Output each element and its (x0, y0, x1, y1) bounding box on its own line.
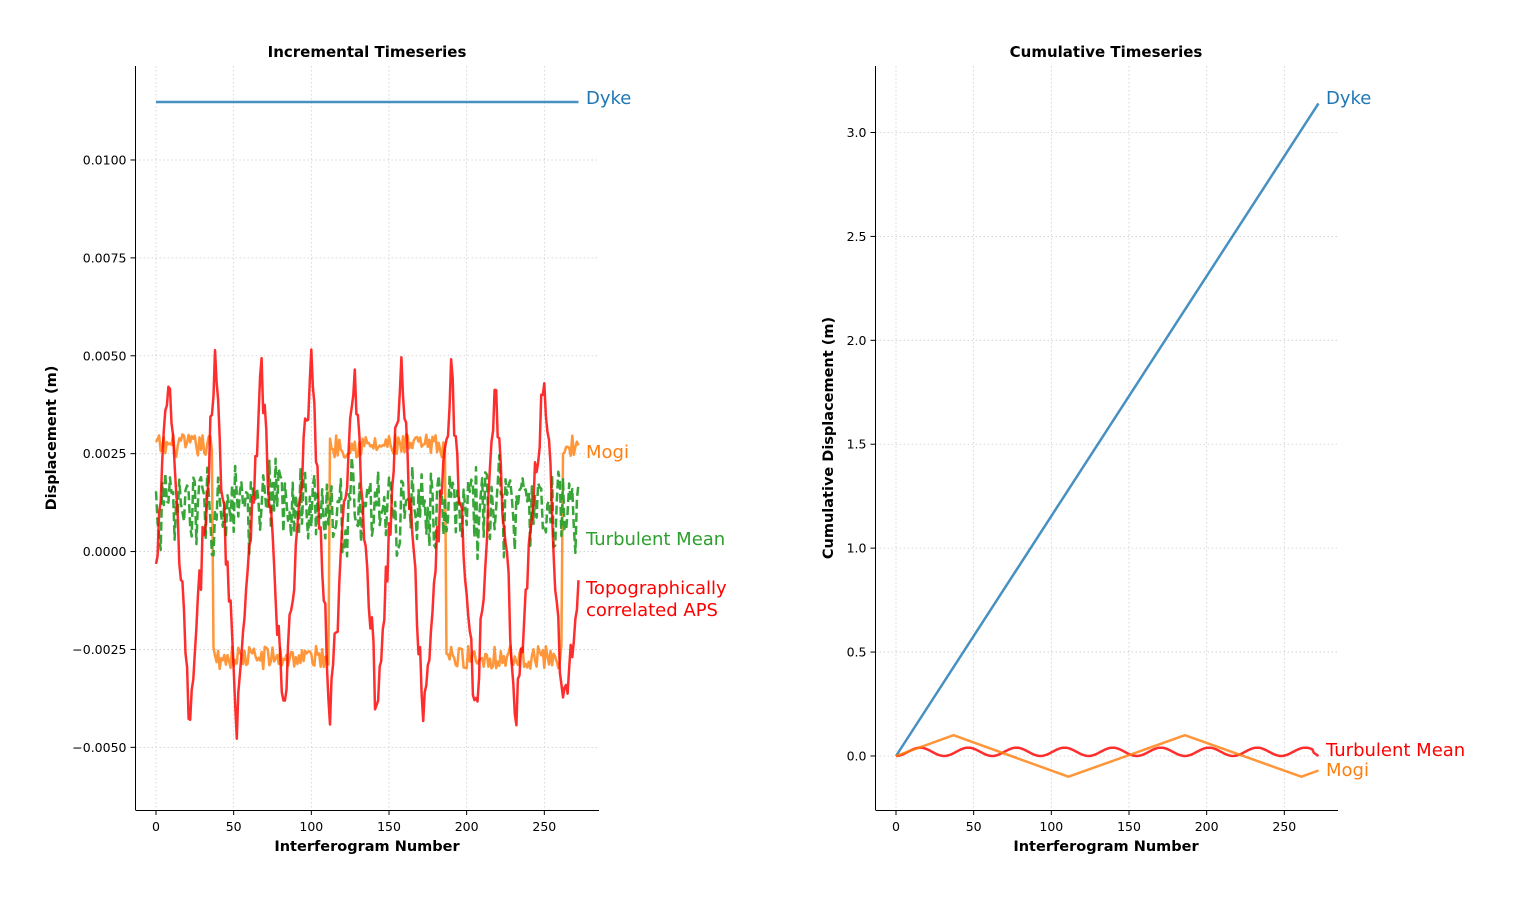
series-label-dyke: Dyke (586, 88, 631, 109)
y-tick-label: −0.0050 (72, 740, 126, 755)
x-tick-label: 100 (1039, 819, 1063, 834)
y-tick-label: 2.5 (847, 229, 867, 244)
incremental-series-labels: Dyke Mogi Turbulent Mean Topographically cor… (585, 88, 727, 621)
y-tick-label: 0.0050 (83, 348, 127, 363)
incremental-timeseries-panel: Incremental Timeseries 0 50 100 150 200 250 −… (44, 43, 727, 855)
y-tick-label: 1.0 (847, 541, 867, 556)
y-tick-label: 0.0 (847, 748, 867, 763)
y-tick-label: −0.0025 (72, 642, 126, 657)
series-label-mogi: Mogi (1326, 760, 1369, 781)
incremental-x-ticks: 0 50 100 150 200 250 (152, 810, 556, 834)
x-tick-label: 0 (152, 819, 160, 834)
x-tick-label: 0 (892, 819, 900, 834)
cumulative-series (894, 102, 1320, 778)
y-tick-label: 0.0000 (83, 544, 127, 559)
series-line-topographically-correlated-aps (154, 348, 580, 740)
y-tick-label: 0.0075 (83, 250, 127, 265)
x-tick-label: 250 (1272, 819, 1296, 834)
x-tick-label: 200 (1195, 819, 1219, 834)
cumulative-y-ticks: 0.0 0.5 1.0 1.5 2.0 2.5 3.0 (847, 125, 876, 763)
x-tick-label: 50 (966, 819, 982, 834)
x-tick-label: 50 (226, 819, 242, 834)
incremental-chart-title: Incremental Timeseries (268, 43, 467, 61)
cumulative-chart-title: Cumulative Timeseries (1010, 43, 1203, 61)
series-line-mogi (154, 433, 580, 671)
series-label-turbulent-mean: Turbulent Mean (1325, 740, 1465, 761)
x-tick-label: 250 (532, 819, 556, 834)
incremental-x-axis-label: Interferogram Number (274, 839, 460, 855)
x-tick-label: 200 (455, 819, 479, 834)
y-tick-label: 1.5 (847, 437, 867, 452)
series-label-dyke: Dyke (1326, 88, 1371, 109)
series-line-turbulent-mean (895, 746, 1320, 758)
series-label-mogi: Mogi (586, 442, 629, 463)
cumulative-grid (875, 66, 1338, 810)
y-tick-label: 2.0 (847, 333, 867, 348)
incremental-y-ticks: −0.0050 −0.0025 0.0000 0.0025 0.0050 0.0075 0.… (72, 152, 136, 755)
y-tick-label: 0.0025 (83, 446, 127, 461)
series-line-mogi (895, 733, 1319, 778)
x-tick-label: 150 (377, 819, 401, 834)
series-label-topographically-correlated-aps: Topographically correlated APS (585, 578, 727, 621)
cumulative-y-axis-label: Cumulative Displacement (m) (821, 317, 837, 559)
series-line-turbulent-mean (154, 453, 580, 561)
x-tick-label: 150 (1117, 819, 1141, 834)
series-line-dyke (894, 102, 1320, 757)
y-tick-label: 0.5 (847, 645, 867, 660)
incremental-series (154, 100, 580, 740)
y-tick-label: 0.0100 (83, 152, 127, 167)
series-label-turbulent-mean: Turbulent Mean (585, 529, 725, 550)
cumulative-timeseries-panel: Cumulative Timeseries 0 50 100 150 200 250 0.… (821, 43, 1465, 855)
x-tick-label: 100 (299, 819, 323, 834)
cumulative-x-ticks: 0 50 100 150 200 250 (892, 810, 1296, 834)
y-tick-label: 3.0 (847, 125, 867, 140)
incremental-y-axis-label: Displacement (m) (44, 366, 60, 511)
incremental-grid (135, 66, 599, 810)
cumulative-x-axis-label: Interferogram Number (1013, 839, 1199, 855)
